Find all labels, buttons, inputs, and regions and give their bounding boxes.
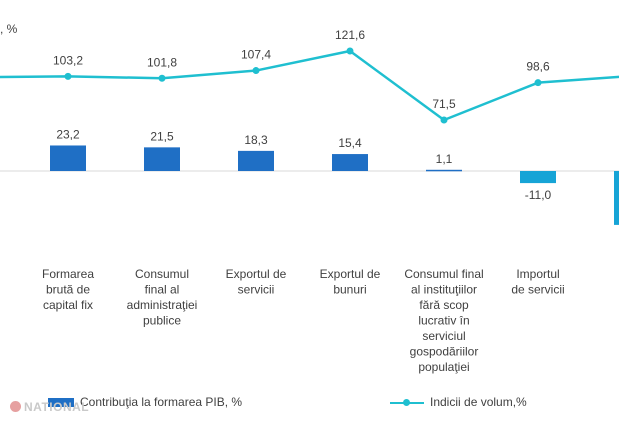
watermark-dot-icon — [10, 401, 21, 412]
chart-unit-label: , % — [0, 22, 18, 36]
category-label-3-line-0: Exportul de — [226, 267, 287, 281]
line-value-label-2: 101,8 — [147, 55, 177, 69]
category-label-1-line-0: Formarea — [42, 267, 94, 281]
bar-value-label-5: 1,1 — [436, 152, 453, 166]
line-point-2 — [158, 74, 166, 82]
line-value-label-1: 103,2 — [53, 53, 83, 67]
category-label-2-line-2: administraţiei — [127, 298, 198, 312]
category-label-4-line-1: bunuri — [333, 283, 366, 297]
bar-1 — [50, 145, 86, 171]
category-label-5-line-2: fără scop — [419, 298, 469, 312]
legend-line-swatch — [390, 397, 424, 409]
watermark-text: NATIONAL — [24, 400, 90, 414]
legend-line-label: Indicii de volum,% — [430, 395, 527, 409]
category-label-5-line-6: populaţiei — [418, 360, 469, 374]
line-point-6 — [534, 79, 542, 87]
line-value-label-3: 107,4 — [241, 48, 271, 62]
line-value-label-4: 121,6 — [335, 28, 365, 42]
category-label-6-line-1: de servicii — [511, 283, 564, 297]
line-point-1 — [64, 72, 72, 80]
category-label-6-line-0: Importul — [516, 267, 559, 281]
category-label-5-line-1: al instituţiilor — [411, 283, 477, 297]
legend-bar-swatch — [48, 398, 74, 408]
category-label-1-line-2: capital fix — [43, 298, 93, 312]
bar-2 — [144, 147, 180, 171]
category-label-2-line-1: final al — [145, 283, 180, 297]
line-value-label-6: 98,6 — [526, 60, 550, 74]
category-label-3-line-1: servicii — [238, 283, 275, 297]
watermark-logo: NATIONAL — [10, 400, 89, 414]
bar-value-label-1: 23,2 — [56, 127, 80, 141]
bar-value-label-3: 18,3 — [244, 133, 268, 147]
category-label-5-line-0: Consumul final — [404, 267, 483, 281]
bar-value-label-2: 21,5 — [150, 129, 174, 143]
line-point-5 — [440, 116, 448, 124]
bar-7 — [614, 171, 619, 225]
legend-bar-label: Contribuţia la formarea PIB, % — [80, 395, 243, 409]
bar-6 — [520, 171, 556, 184]
category-label-1-line-1: brută de — [46, 283, 90, 297]
bar-value-label-6: -11,0 — [525, 188, 552, 202]
bar-value-label-4: 15,4 — [338, 136, 362, 150]
category-label-5-line-5: gospodăriilor — [410, 345, 479, 359]
legend-item-bars: Contribuţia la formarea PIB, % — [48, 395, 242, 409]
category-label-4-line-0: Exportul de — [320, 267, 381, 281]
line-value-label-5: 71,5 — [432, 97, 456, 111]
category-label-5-line-4: serviciul — [422, 329, 465, 343]
bar-4 — [332, 154, 368, 171]
volume-index-line — [0, 49, 619, 122]
category-label-2-line-3: publice — [143, 314, 181, 328]
line-point-4 — [346, 47, 354, 55]
line-point-3 — [252, 67, 260, 75]
legend-item-line: Indicii de volum,% — [390, 395, 527, 409]
bar-5 — [426, 169, 462, 172]
category-label-2-line-0: Consumul — [135, 267, 189, 281]
category-label-5-line-3: lucrativ în — [418, 314, 469, 328]
bar-3 — [238, 150, 274, 171]
